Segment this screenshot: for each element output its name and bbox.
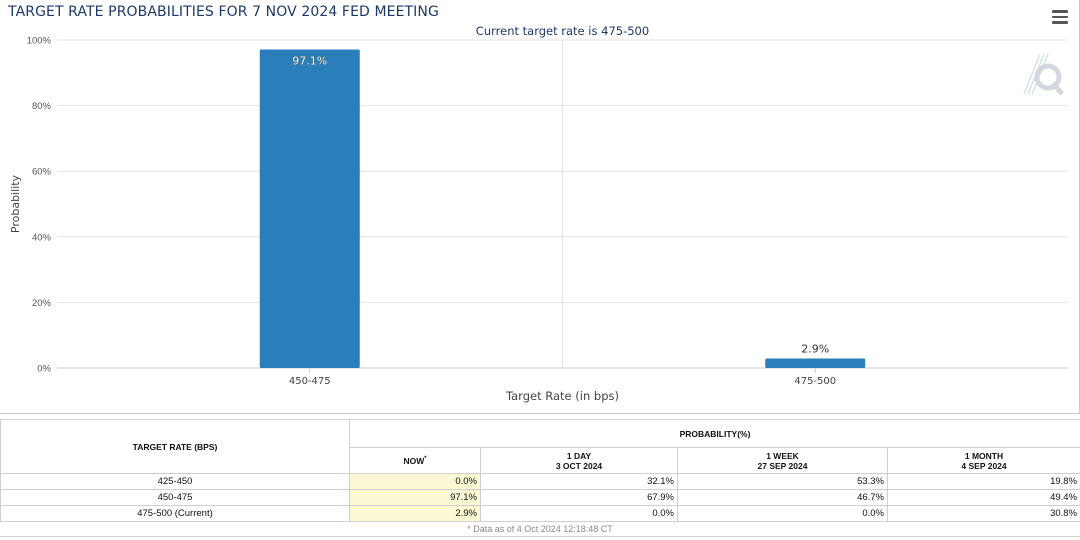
x-tick-label: 475-500 [794, 376, 836, 387]
data-label: 97.1% [292, 55, 327, 68]
probability-table-section: TARGET RATE (BPS) PROBABILITY(%) NOW* 1 D… [0, 419, 1080, 537]
probability-cell: 0.0% [480, 505, 678, 522]
probability-cell: 49.4% [886, 489, 1080, 506]
bar-475-500 [765, 358, 866, 368]
header-target-rate: TARGET RATE (BPS) [0, 419, 350, 474]
column-header: NOW* [349, 447, 481, 474]
column-header-period: 1 WEEK [766, 450, 799, 461]
chart-title: TARGET RATE PROBABILITIES FOR 7 NOV 2024… [8, 4, 439, 20]
hamburger-menu-icon[interactable] [1052, 10, 1070, 26]
column-header: 1 DAY 3 OCT 2024 [480, 447, 678, 474]
y-tick-label: 0% [37, 364, 51, 375]
probability-cell: 0.0% [677, 505, 888, 522]
y-tick-label: 20% [32, 298, 52, 309]
probability-cell: 19.8% [886, 473, 1080, 490]
probability-cell: 32.1% [480, 473, 678, 490]
target-rate-cell: 425-450 [0, 473, 350, 490]
probability-cell: 0.0% [349, 473, 481, 490]
chart-panel: TARGET RATE PROBABILITIES FOR 7 NOV 2024… [0, 0, 1080, 414]
probability-cell: 97.1% [349, 489, 481, 506]
table-row: 450-475 97.1% 67.9% 46.7% 49.4% [0, 489, 1080, 506]
y-axis-title: Probability [9, 174, 22, 233]
column-header-period: 1 MONTH [964, 450, 1004, 461]
chart-plot: 0% 20% 40% 60% 80% 100% 450-475 97.1% 475-500 2.9… [9, 24, 1068, 403]
header-probability: PROBABILITY(%) [348, 419, 1080, 448]
footnote-marker: * [424, 455, 427, 462]
y-tick-label: 80% [32, 101, 52, 112]
chart-subtitle: Current target rate is 475-500 [476, 24, 649, 38]
table-row: 425-450 0.0% 32.1% 53.3% 19.8% [0, 473, 1080, 490]
column-header-date: 4 SEP 2024 [961, 460, 1007, 471]
y-tick-label: 40% [32, 232, 52, 243]
column-header-date: 27 SEP 2024 [757, 460, 808, 471]
data-label: 2.9% [801, 342, 829, 355]
q-logo-icon [1023, 53, 1064, 96]
y-tick-label: 60% [32, 167, 52, 178]
x-tick-label: 450-475 [289, 376, 331, 387]
target-rate-cell: 475-500 (Current) [0, 505, 350, 522]
target-rate-cell: 450-475 [0, 489, 350, 506]
data-timestamp-footnote: * Data as of 4 Oct 2024 12:18:48 CT [0, 522, 1080, 537]
x-axis-title: Target Rate (in bps) [505, 389, 619, 403]
probability-cell: 67.9% [480, 489, 678, 506]
column-header: 1 MONTH 4 SEP 2024 [886, 447, 1080, 474]
probability-cell: 30.8% [886, 505, 1080, 522]
column-header-period: 1 DAY [566, 450, 592, 461]
probability-cell: 53.3% [677, 473, 888, 490]
bar-450-475 [259, 49, 360, 369]
column-header: 1 WEEK 27 SEP 2024 [677, 447, 888, 474]
y-tick-label: 100% [27, 36, 52, 47]
column-header-period: NOW [403, 455, 425, 466]
column-header-date: 3 OCT 2024 [555, 460, 603, 471]
probability-cell: 2.9% [349, 505, 481, 522]
table-row: 475-500 (Current) 2.9% 0.0% 0.0% 30.8% [0, 505, 1080, 522]
probability-cell: 46.7% [677, 489, 888, 506]
probability-table: TARGET RATE (BPS) PROBABILITY(%) NOW* 1 D… [0, 419, 1080, 522]
